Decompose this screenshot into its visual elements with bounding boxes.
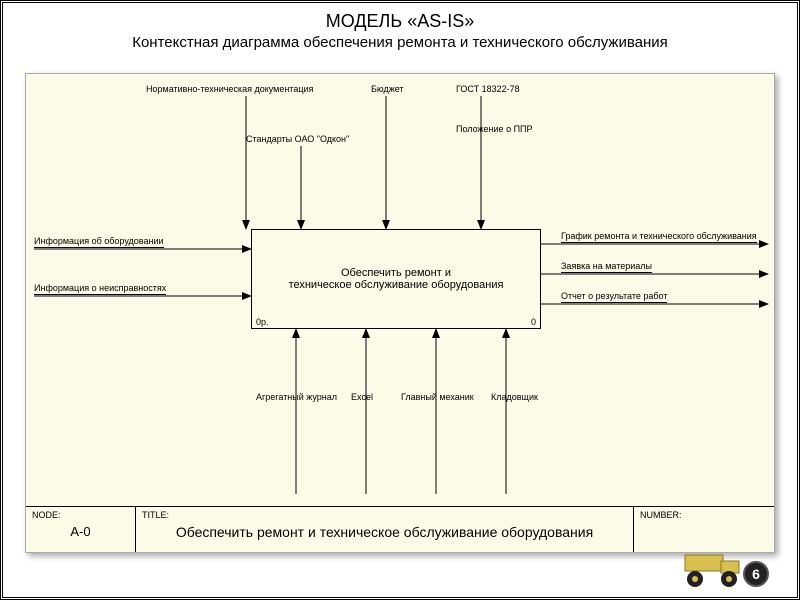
- footer-title-cell: TITLE: Обеспечить ремонт и техническое о…: [136, 507, 634, 552]
- footer-title-value: Обеспечить ремонт и техническое обслужив…: [142, 524, 627, 540]
- output-label-0: График ремонта и технического обслуживан…: [561, 231, 757, 243]
- diagram-canvas: Обеспечить ремонт итехническое обслужива…: [26, 74, 774, 506]
- truck-icon: [677, 547, 747, 589]
- page-number: 6: [752, 566, 760, 582]
- control-label-3: ГОСТ 18322-78: [456, 84, 520, 94]
- process-label-2: техническое обслуживание оборудования: [252, 279, 540, 291]
- page-subtitle: Контекстная диаграмма обеспечения ремонт…: [15, 34, 785, 51]
- footer-node-label: NODE:: [32, 510, 61, 520]
- process-corner-right: 0: [527, 316, 540, 328]
- footer-number-label: NUMBER:: [640, 510, 682, 520]
- footer-node-cell: NODE: A-0: [26, 507, 136, 552]
- footer-node-value: A-0: [32, 524, 129, 539]
- output-label-1: Заявка на материалы: [561, 261, 652, 273]
- mechanism-label-3: Кладовщик: [491, 392, 538, 402]
- footer-table: NODE: A-0 TITLE: Обеспечить ремонт и тех…: [26, 506, 774, 552]
- process-corner-left: 0р.: [252, 316, 273, 328]
- input-label-0: Информация об оборудовании: [34, 236, 164, 248]
- page-title: МОДЕЛЬ «AS-IS»: [15, 11, 785, 32]
- input-label-1: Информация о неисправностях: [34, 283, 166, 295]
- page-number-badge: 6: [743, 561, 769, 587]
- mechanism-label-0: Агрегатный журнал: [256, 392, 337, 402]
- mechanism-label-1: Excel: [351, 392, 373, 402]
- diagram-frame: Обеспечить ремонт итехническое обслужива…: [25, 73, 775, 553]
- page-header: МОДЕЛЬ «AS-IS» Контекстная диаграмма обе…: [3, 3, 797, 55]
- mechanism-label-2: Главный механик: [401, 392, 474, 402]
- footer-title-label: TITLE:: [142, 510, 169, 520]
- control-label-2: Бюджет: [371, 84, 404, 94]
- footer-number-cell: NUMBER:: [634, 507, 774, 552]
- process-box: Обеспечить ремонт итехническое обслужива…: [251, 229, 541, 329]
- output-label-2: Отчет о результате работ: [561, 291, 667, 303]
- control-label-1: Стандарты ОАО "Одкон": [246, 134, 349, 144]
- process-label-1: Обеспечить ремонт и: [252, 267, 540, 279]
- control-label-0: Нормативно-техническая документация: [146, 84, 313, 94]
- control-label-4: Положение о ППР: [456, 124, 533, 134]
